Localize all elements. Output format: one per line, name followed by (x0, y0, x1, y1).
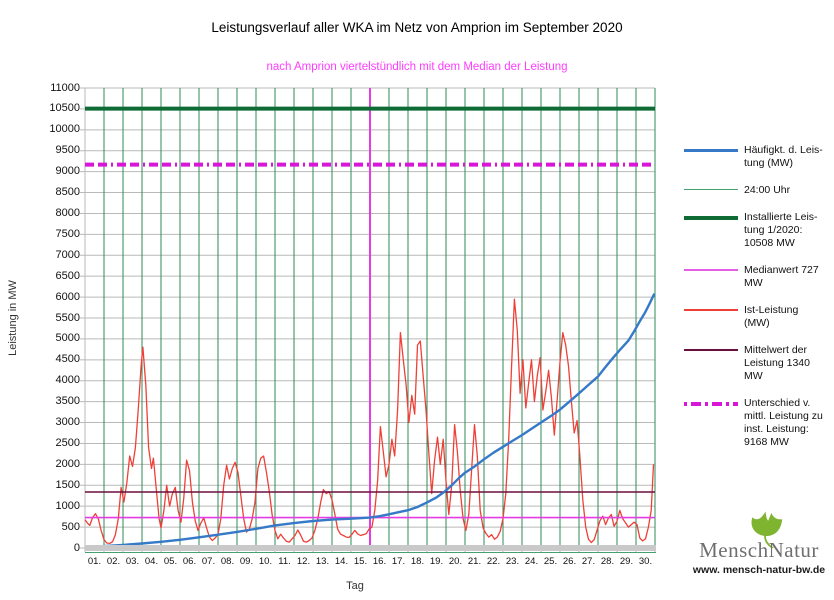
y-tick-label: 8000 (55, 206, 80, 219)
x-tick-label: 13. (315, 556, 330, 567)
x-tick-label: 17. (391, 556, 406, 567)
y-tick-label: 9000 (55, 165, 80, 178)
x-tick-label: 07. (201, 556, 216, 567)
x-tick-label: 23. (505, 556, 520, 567)
x-tick-label: 12. (296, 556, 311, 567)
legend: Häufigkt. d. Leis- tung (MW) 24:00 Uhr Ins… (684, 144, 834, 463)
x-tick-label: 29. (619, 556, 634, 567)
y-tick-label: 5500 (55, 311, 80, 324)
y-tick-label: 2500 (55, 436, 80, 449)
x-tick-label: 22. (486, 556, 501, 567)
legend-line-sample-midnight (684, 189, 738, 191)
logo-url: www. mensch-natur-bw.de (692, 564, 826, 576)
legend-line-sample-diff (684, 402, 738, 407)
x-tick-label: 28. (600, 556, 615, 567)
x-tick-label: 24. (524, 556, 539, 567)
x-tick-label: 15. (353, 556, 368, 567)
x-tick-label: 21. (467, 556, 482, 567)
legend-line-sample-median (684, 269, 738, 272)
x-axis-bar (85, 545, 656, 551)
logo-text: MenschNatur (684, 538, 834, 563)
legend-label-midnight: 24:00 Uhr (744, 184, 791, 197)
x-tick-label: 16. (372, 556, 387, 567)
x-tick-label: 08. (220, 556, 235, 567)
legend-label-installed: Installierte Leis- tung 1/2020: 10508 MW (744, 211, 818, 250)
mensch-natur-logo: MenschNatur www. mensch-natur-bw.de (684, 508, 834, 588)
logo-part1: Mensch (699, 538, 769, 562)
y-tick-label: 10500 (49, 102, 80, 115)
y-tick-label: 0 (73, 541, 80, 554)
legend-item-midnight: 24:00 Uhr (684, 184, 834, 197)
legend-line-sample-installed (684, 216, 738, 221)
y-tick-label: 1500 (55, 478, 80, 491)
y-tick-label: 7500 (55, 227, 80, 240)
legend-line-sample-haeufigkeit (684, 149, 738, 152)
y-tick-label: 1000 (55, 499, 80, 512)
x-tick-label: 25. (543, 556, 558, 567)
x-tick-label: 10. (258, 556, 273, 567)
y-tick-label: 10000 (49, 123, 80, 136)
x-tick-label: 11. (278, 556, 291, 567)
legend-item-diff: Unterschied v. mittl. Leistung zu inst. … (684, 397, 834, 449)
y-tick-label: 4500 (55, 353, 80, 366)
y-tick-label: 9500 (55, 144, 80, 157)
x-tick-label: 01. (87, 556, 102, 567)
y-tick-label: 6500 (55, 269, 80, 282)
y-tick-label: 11000 (50, 81, 80, 94)
legend-label-diff: Unterschied v. mittl. Leistung zu inst. … (744, 397, 823, 449)
y-tick-label: 500 (61, 520, 80, 533)
x-tick-label: 04. (144, 556, 159, 567)
legend-label-mean: Mittelwert der Leistung 1340 MW (744, 344, 810, 383)
ginkgo-leaf-icon (751, 511, 783, 548)
x-tick-label: 18. (410, 556, 425, 567)
x-tick-label: 09. (239, 556, 254, 567)
legend-label-median: Medianwert 727 MW (744, 264, 819, 290)
legend-item-median: Medianwert 727 MW (684, 264, 834, 290)
legend-label-haeufigkeit: Häufigkt. d. Leis- tung (MW) (744, 144, 823, 170)
x-tick-label: 30. (638, 556, 653, 567)
y-tick-label: 8500 (55, 186, 80, 199)
y-tick-label: 6000 (55, 290, 80, 303)
y-tick-label: 3000 (55, 416, 80, 429)
x-tick-label: 26. (562, 556, 577, 567)
chart-subtitle: nach Amprion viertelstündlich mit dem Me… (266, 61, 568, 73)
y-tick-label: 7000 (55, 248, 80, 261)
x-tick-label: 05. (163, 556, 178, 567)
y-tick-label: 5000 (55, 332, 80, 345)
legend-label-ist: Ist-Leistung (MW) (744, 304, 799, 330)
x-tick-label: 06. (182, 556, 197, 567)
y-tick-label: 3500 (55, 395, 80, 408)
y-tick-label: 2000 (55, 457, 80, 470)
legend-item-ist: Ist-Leistung (MW) (684, 304, 834, 330)
y-axis-title: Leistung in MW (7, 280, 19, 356)
logo-part2: Natur (768, 538, 819, 562)
legend-item-haeufigkeit: Häufigkt. d. Leis- tung (MW) (684, 144, 834, 170)
y-tick-label: 4000 (55, 374, 80, 387)
legend-line-sample-mean (684, 349, 738, 352)
x-tick-label: 03. (125, 556, 140, 567)
legend-item-mean: Mittelwert der Leistung 1340 MW (684, 344, 834, 383)
plot-svg (80, 87, 656, 552)
x-tick-label: 20. (448, 556, 463, 567)
legend-item-installed: Installierte Leis- tung 1/2020: 10508 MW (684, 211, 834, 250)
x-tick-label: 02. (106, 556, 121, 567)
x-tick-label: 14. (334, 556, 349, 567)
legend-line-sample-ist (684, 309, 738, 312)
x-axis-baseline-green (85, 551, 656, 553)
x-axis-title: Tag (346, 580, 364, 592)
x-tick-label: 27. (581, 556, 596, 567)
x-tick-label: 19. (429, 556, 444, 567)
chart-title: Leistungsverlauf aller WKA im Netz von A… (211, 20, 623, 35)
